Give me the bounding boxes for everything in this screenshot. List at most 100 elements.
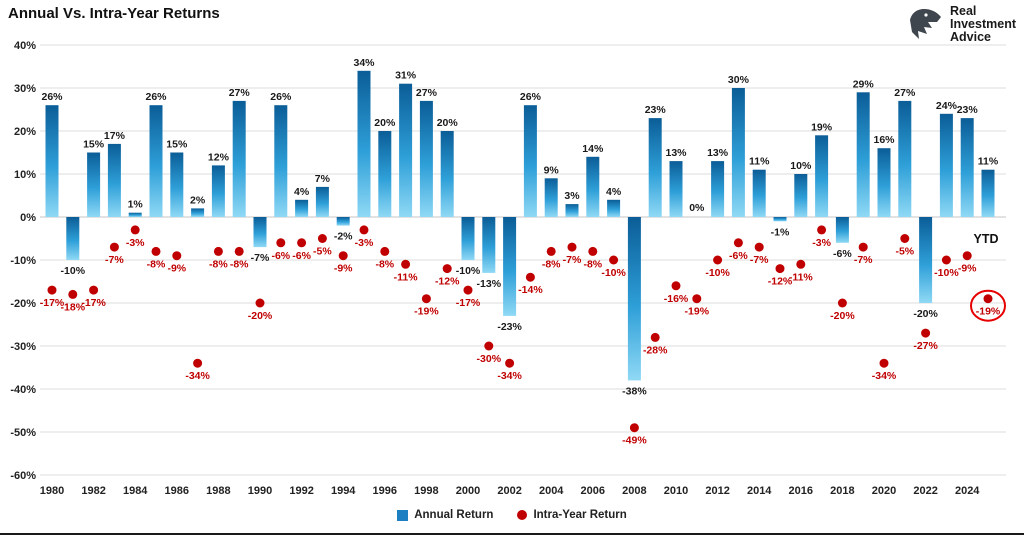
bar-1983 xyxy=(107,143,121,217)
ria-eagle-icon xyxy=(910,9,941,39)
bar-2002 xyxy=(503,217,517,316)
dot-1998 xyxy=(421,294,431,304)
dot-2025 xyxy=(983,294,993,304)
y-tick-label-0: 0% xyxy=(20,212,36,224)
dot-label-2023: -10% xyxy=(934,267,959,279)
dot-1993 xyxy=(317,234,327,243)
x-tick-label-2008: 2008 xyxy=(622,485,646,497)
x-tick-label-1994: 1994 xyxy=(331,485,356,497)
bar-2003 xyxy=(523,105,537,217)
dot-label-1980: -17% xyxy=(40,297,65,309)
dot-label-2015: -12% xyxy=(768,276,793,288)
dot-2007 xyxy=(609,255,619,265)
dot-label-1990: -20% xyxy=(248,310,273,322)
dot-label-1991: -6% xyxy=(271,250,290,262)
dot-1991 xyxy=(276,238,286,248)
x-tick-label-2000: 2000 xyxy=(456,485,480,497)
dot-label-2005: -7% xyxy=(563,254,582,266)
bar-label-1981: -10% xyxy=(61,265,86,277)
dot-2008 xyxy=(629,423,639,433)
bar-label-2025: 11% xyxy=(978,156,999,168)
legend-annual-return: Annual Return xyxy=(397,509,493,521)
dot-2002 xyxy=(505,358,515,368)
annual-return-swatch-icon xyxy=(397,509,409,521)
returns-chart: 40% 30% 20% 10% 0% -10% -20% -30% -40% -50% -60% 26… xyxy=(10,40,1006,497)
bar-label-2011: 0% xyxy=(689,202,705,214)
bar-label-2021: 27% xyxy=(894,87,916,99)
dot-1992 xyxy=(297,238,307,248)
dot-label-1987: -34% xyxy=(185,370,210,382)
x-tick-label-1988: 1988 xyxy=(206,485,230,497)
dot-2005 xyxy=(567,242,577,252)
bar-label-2017: 19% xyxy=(811,121,833,133)
dot-1994 xyxy=(338,251,348,261)
bar-2005 xyxy=(565,204,579,217)
dot-1982 xyxy=(89,285,99,295)
dot-label-1996: -8% xyxy=(375,258,394,270)
dot-label-2020: -34% xyxy=(872,370,897,382)
y-tick-label--60: -60% xyxy=(10,470,36,482)
dot-label-2008: -49% xyxy=(622,435,647,447)
dot-label-1993: -5% xyxy=(313,246,332,258)
bar-2012 xyxy=(711,161,725,217)
bar-2000 xyxy=(461,217,475,260)
dot-label-1992: -6% xyxy=(292,250,311,262)
bar-label-2019: 29% xyxy=(853,78,875,90)
bar-2010 xyxy=(669,161,683,217)
dot-2015 xyxy=(775,264,785,274)
x-tick-label-2002: 2002 xyxy=(497,485,521,497)
bar-label-1987: 2% xyxy=(190,194,206,206)
dot-2018 xyxy=(837,298,847,308)
bar-1998 xyxy=(419,100,433,217)
dot-label-1998: -19% xyxy=(414,306,439,318)
bar-label-2013: 30% xyxy=(728,74,750,86)
ria-logo-text: Real Investment Advice xyxy=(950,3,1016,44)
dot-1985 xyxy=(151,246,161,256)
bar-label-1994: -2% xyxy=(334,231,353,243)
bar-label-2003: 26% xyxy=(520,91,542,103)
logo-line-1: Real xyxy=(950,3,977,18)
bar-1984 xyxy=(128,212,142,217)
x-tick-label-1992: 1992 xyxy=(289,485,313,497)
bar-label-1995: 34% xyxy=(353,57,375,69)
dot-1986 xyxy=(172,251,182,261)
dot-label-2019: -7% xyxy=(854,254,873,266)
bar-2018 xyxy=(835,217,849,243)
legend-annual-label: Annual Return xyxy=(414,509,494,521)
x-tick-label-2006: 2006 xyxy=(581,485,605,497)
dot-2004 xyxy=(546,246,556,256)
bar-1982 xyxy=(87,152,101,217)
dot-2014 xyxy=(754,242,764,252)
x-tick-label-1980: 1980 xyxy=(40,485,64,497)
dot-2022 xyxy=(921,328,931,338)
x-tick-label-2024: 2024 xyxy=(955,485,980,497)
bar-2024 xyxy=(960,118,974,217)
dot-2020 xyxy=(879,358,889,368)
chart-title: Annual Vs. Intra-Year Returns xyxy=(8,5,220,22)
bar-label-2016: 10% xyxy=(790,160,812,172)
y-tick-label-40: 40% xyxy=(14,40,36,52)
bar-label-2023: 24% xyxy=(936,100,958,112)
bar-label-2000: -10% xyxy=(456,265,481,277)
dot-label-2002: -34% xyxy=(497,370,522,382)
bar-label-1989: 27% xyxy=(229,87,251,99)
bar-label-1992: 4% xyxy=(294,186,310,198)
ytd-highlight-circle xyxy=(970,289,1006,322)
dot-label-2021: -5% xyxy=(895,246,914,258)
logo-line-2: Investment xyxy=(950,16,1016,31)
dot-1990 xyxy=(255,298,265,308)
dot-2003 xyxy=(525,272,535,282)
x-tick-label-2004: 2004 xyxy=(539,485,564,497)
dot-1999 xyxy=(442,264,452,274)
bar-2019 xyxy=(856,92,870,217)
dot-label-2025: -19% xyxy=(976,306,1001,318)
bar-label-2014: 11% xyxy=(749,156,770,168)
bar-2008 xyxy=(627,217,641,381)
dot-label-2018: -20% xyxy=(830,310,855,322)
dot-1996 xyxy=(380,246,390,256)
bar-1986 xyxy=(170,152,184,217)
dot-1983 xyxy=(109,242,119,252)
dot-2011 xyxy=(692,294,702,304)
bar-label-2020: 16% xyxy=(873,134,895,146)
ria-logo: Real Investment Advice xyxy=(904,4,1016,44)
